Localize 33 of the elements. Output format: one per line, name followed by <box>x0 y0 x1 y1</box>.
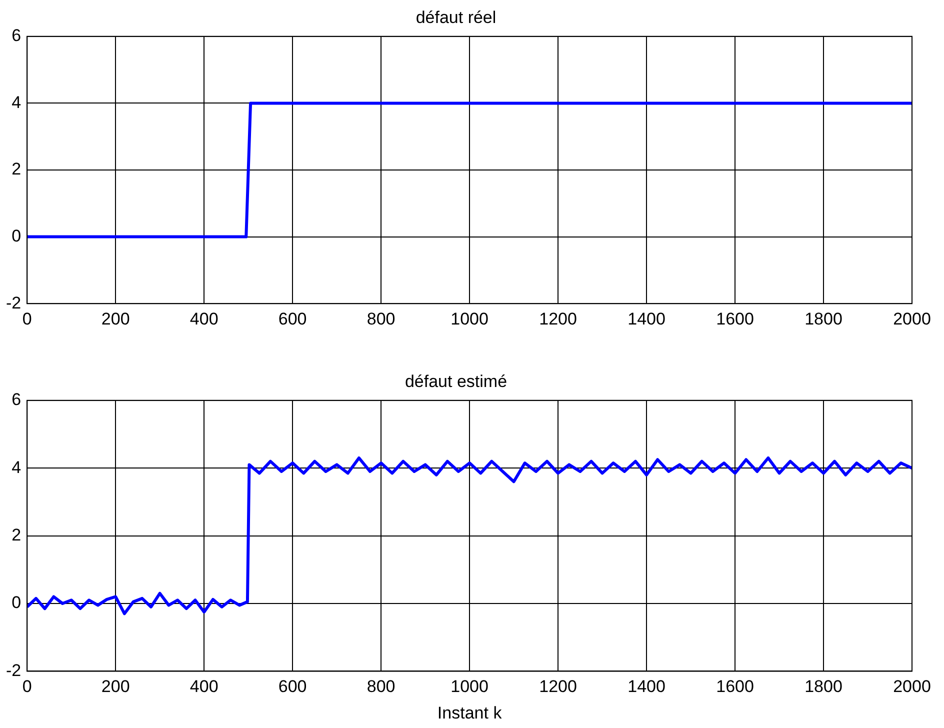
x-tick-label: 600 <box>278 677 307 696</box>
x-tick-label: 2000 <box>893 309 931 328</box>
x-tick-label: 200 <box>101 677 130 696</box>
x-axis-title: Instant k <box>437 703 502 722</box>
y-tick-label: 4 <box>12 92 22 112</box>
x-tick-label: 1800 <box>804 309 842 328</box>
y-tick-label: 0 <box>12 593 22 612</box>
x-tick-label: 800 <box>366 677 396 696</box>
x-tick-label: 1000 <box>450 677 488 696</box>
x-tick-label: 1200 <box>539 309 577 328</box>
y-tick-label: 2 <box>12 160 22 179</box>
x-tick-label: 800 <box>366 309 396 328</box>
x-tick-label: 200 <box>101 309 130 328</box>
y-tick-label: 4 <box>12 458 22 477</box>
y-tick-label: 0 <box>12 226 22 246</box>
x-tick-label: 1600 <box>716 677 754 696</box>
chart-title: défaut estimé <box>404 372 508 391</box>
x-tick-label: 1200 <box>539 677 577 696</box>
x-tick-label: 400 <box>190 677 218 696</box>
x-tick-label: 1800 <box>804 677 842 696</box>
x-tick-label: 600 <box>278 309 307 328</box>
y-tick-label: 2 <box>12 525 22 544</box>
x-tick-label: 400 <box>190 309 218 328</box>
x-tick-label: 1400 <box>628 677 666 696</box>
x-tick-label: 1000 <box>450 309 488 328</box>
y-tick-label: -2 <box>6 660 22 680</box>
x-tick-label: 2000 <box>893 677 931 696</box>
y-tick-label: 6 <box>12 390 22 410</box>
x-tick-label: 1400 <box>628 309 666 328</box>
y-tick-label: 6 <box>12 26 22 46</box>
y-tick-label: -2 <box>6 293 22 312</box>
x-tick-label: 1600 <box>716 309 754 328</box>
chart-title: défaut réel <box>416 8 496 27</box>
